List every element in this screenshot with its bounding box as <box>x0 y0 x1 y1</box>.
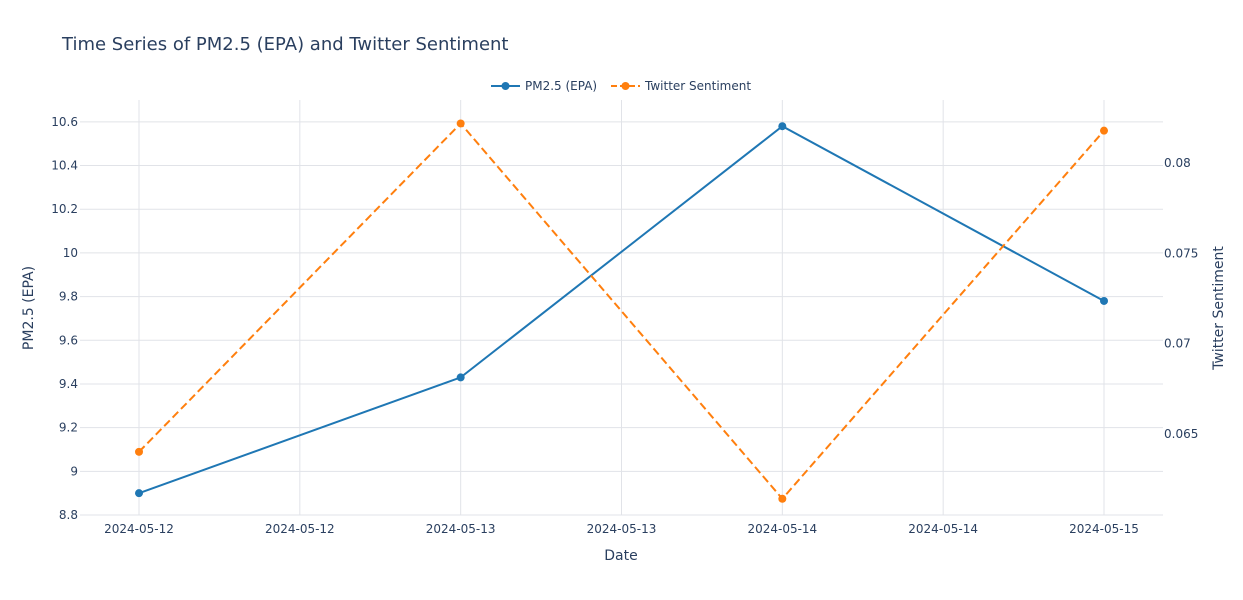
grid-layer <box>80 100 1163 516</box>
x-tick-label: 2024-05-14 <box>908 522 978 536</box>
chart-title: Time Series of PM2.5 (EPA) and Twitter S… <box>61 34 508 55</box>
data-point[interactable] <box>778 122 787 131</box>
y-tick-label: 10 <box>63 246 78 260</box>
y-tick-label: 8.8 <box>59 508 78 522</box>
data-point[interactable] <box>456 373 465 382</box>
x-tick-label: 2024-05-12 <box>104 522 174 536</box>
data-point[interactable] <box>1100 126 1108 135</box>
legend-label: PM2.5 (EPA) <box>525 79 597 93</box>
x-axis-title: Date <box>604 548 637 564</box>
legend[interactable]: PM2.5 (EPA) Twitter Sentiment <box>491 79 751 93</box>
y-tick-label: 9.6 <box>59 333 78 347</box>
series-layer <box>135 119 1108 503</box>
y-tick-label: 9.8 <box>59 290 78 304</box>
data-point[interactable] <box>1100 296 1108 305</box>
data-point[interactable] <box>456 119 465 128</box>
y2-tick-label: 0.08 <box>1164 156 1191 170</box>
data-point[interactable] <box>135 447 143 456</box>
x-axis-ticks: 2024-05-12 2024-05-12 2024-05-13 2024-05-13… <box>104 522 1139 536</box>
legend-label: Twitter Sentiment <box>644 79 751 93</box>
y-tick-label: 10.2 <box>51 202 78 216</box>
x-tick-label: 2024-05-14 <box>747 522 817 536</box>
legend-swatch-marker <box>501 82 510 90</box>
y-tick-label: 10.6 <box>51 115 78 129</box>
y-tick-label: 10.4 <box>51 159 78 173</box>
x-tick-label: 2024-05-12 <box>265 522 335 536</box>
y2-tick-label: 0.075 <box>1164 246 1198 260</box>
legend-item[interactable]: PM2.5 (EPA) <box>491 79 597 93</box>
series-line-1 <box>138 121 1105 501</box>
series-line-0 <box>138 125 1105 495</box>
y2-tick-label: 0.07 <box>1164 337 1191 351</box>
y-tick-label: 9 <box>70 464 78 478</box>
data-point[interactable] <box>135 489 143 498</box>
y-tick-label: 9.2 <box>59 421 78 435</box>
y2-axis-ticks: 0.065 0.07 0.075 0.08 <box>1164 156 1198 441</box>
x-tick-label: 2024-05-13 <box>587 522 657 536</box>
x-tick-label: 2024-05-13 <box>426 522 496 536</box>
y-axis-ticks: 8.8 9 9.2 9.4 9.6 9.8 10 10.2 10.4 10.6 <box>51 115 78 522</box>
legend-item[interactable]: Twitter Sentiment <box>611 79 751 93</box>
data-point[interactable] <box>778 494 787 503</box>
y2-axis-title: Twitter Sentiment <box>1211 246 1227 371</box>
legend-swatch-marker <box>621 82 630 90</box>
y2-tick-label: 0.065 <box>1164 427 1198 441</box>
y-axis-title: PM2.5 (EPA) <box>21 266 37 350</box>
y-tick-label: 9.4 <box>59 377 78 391</box>
x-tick-label: 2024-05-15 <box>1069 522 1139 536</box>
